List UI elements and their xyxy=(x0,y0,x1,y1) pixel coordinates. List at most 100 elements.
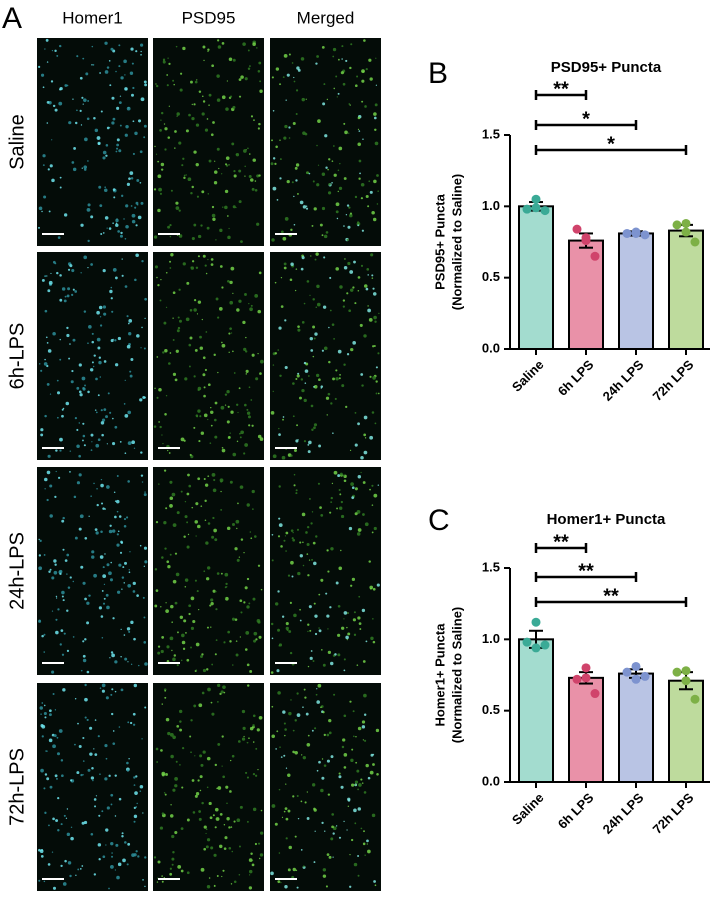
puncta-dot xyxy=(296,795,299,798)
bar xyxy=(518,205,554,350)
puncta-dot xyxy=(349,700,352,703)
puncta-dot xyxy=(40,713,42,715)
puncta-dot xyxy=(63,814,66,817)
puncta-dot xyxy=(343,611,348,615)
puncta-dot xyxy=(126,182,131,187)
puncta-dot xyxy=(134,206,137,209)
puncta-dot xyxy=(51,50,54,52)
puncta-dot xyxy=(271,238,275,242)
puncta-dot xyxy=(271,139,273,142)
puncta-dot xyxy=(171,857,175,861)
puncta-dot xyxy=(227,405,230,408)
puncta-dot xyxy=(130,93,134,97)
puncta-dot xyxy=(213,853,217,857)
puncta-dot xyxy=(311,428,314,432)
puncta-dot xyxy=(72,338,76,342)
puncta-dot xyxy=(91,767,94,770)
puncta-dot xyxy=(116,143,120,147)
puncta-dot xyxy=(232,664,234,666)
puncta-dot xyxy=(77,722,79,725)
puncta-dot xyxy=(348,206,351,209)
puncta-dot xyxy=(303,302,306,305)
puncta-dot xyxy=(121,832,124,835)
puncta-dot xyxy=(203,386,206,389)
puncta-dot xyxy=(363,450,368,455)
puncta-dot xyxy=(292,538,296,542)
puncta-dot xyxy=(299,554,303,558)
puncta-dot xyxy=(129,374,133,378)
puncta-dot xyxy=(222,685,226,690)
puncta-dot xyxy=(188,365,191,368)
puncta-dot xyxy=(127,661,129,663)
puncta-dot xyxy=(212,516,215,520)
puncta-dot xyxy=(359,323,363,327)
puncta-dot xyxy=(38,363,41,365)
puncta-dot xyxy=(184,585,187,588)
puncta-dot xyxy=(321,776,325,780)
puncta-dot xyxy=(304,369,309,373)
puncta-dot xyxy=(193,298,197,302)
puncta-dot xyxy=(135,201,139,205)
puncta-dot xyxy=(103,312,107,316)
puncta-dot xyxy=(227,235,231,240)
puncta-dot xyxy=(190,751,192,754)
puncta-dot xyxy=(347,132,350,134)
puncta-dot xyxy=(306,742,311,747)
puncta-dot xyxy=(203,413,208,418)
puncta-dot xyxy=(228,57,233,62)
puncta-dot xyxy=(188,604,192,608)
puncta-dot xyxy=(52,104,56,108)
puncta-dot xyxy=(123,218,125,220)
puncta-dot xyxy=(123,524,127,528)
puncta-dot xyxy=(275,67,280,71)
puncta-dot xyxy=(94,528,98,532)
puncta-dot xyxy=(256,728,260,732)
puncta-dot xyxy=(344,258,346,260)
puncta-dot xyxy=(296,528,300,531)
puncta-dot xyxy=(338,775,342,779)
puncta-dot xyxy=(110,561,112,564)
puncta-dot xyxy=(198,608,200,611)
puncta-dot xyxy=(216,98,221,102)
puncta-dot xyxy=(330,755,334,759)
puncta-dot xyxy=(313,207,317,211)
puncta-dot xyxy=(91,332,94,335)
puncta-dot xyxy=(196,590,199,593)
puncta-dot xyxy=(202,254,206,258)
puncta-dot xyxy=(334,397,337,400)
puncta-dot xyxy=(201,95,204,98)
puncta-dot xyxy=(121,835,124,838)
puncta-dot xyxy=(118,44,121,47)
puncta-dot xyxy=(228,332,231,335)
y-tick-label: 0.5 xyxy=(482,702,500,717)
puncta-dot xyxy=(75,874,77,877)
puncta-dot xyxy=(190,596,195,601)
puncta-dot xyxy=(193,103,196,106)
puncta-dot xyxy=(301,512,306,517)
puncta-dot xyxy=(312,325,316,329)
puncta-dot xyxy=(256,222,260,226)
puncta-dot xyxy=(279,746,281,748)
puncta-dot xyxy=(125,124,129,129)
puncta-dot xyxy=(66,553,70,557)
puncta-dot xyxy=(66,326,69,330)
micrograph xyxy=(270,467,381,675)
puncta-dot xyxy=(124,657,128,661)
puncta-dot xyxy=(207,258,209,261)
puncta-dot xyxy=(365,640,368,643)
puncta-dot xyxy=(172,339,175,341)
puncta-dot xyxy=(246,411,251,415)
puncta-dot xyxy=(120,540,123,544)
data-point xyxy=(640,230,650,240)
puncta-dot xyxy=(114,869,117,871)
puncta-dot xyxy=(350,758,354,763)
puncta-dot xyxy=(42,164,45,166)
puncta-dot xyxy=(238,200,242,204)
puncta-dot xyxy=(120,628,122,631)
puncta-dot xyxy=(228,846,232,850)
puncta-dot xyxy=(108,887,110,890)
puncta-dot xyxy=(370,253,374,257)
puncta-dot xyxy=(229,95,233,98)
puncta-dot xyxy=(81,376,86,381)
puncta-dot xyxy=(102,269,106,273)
